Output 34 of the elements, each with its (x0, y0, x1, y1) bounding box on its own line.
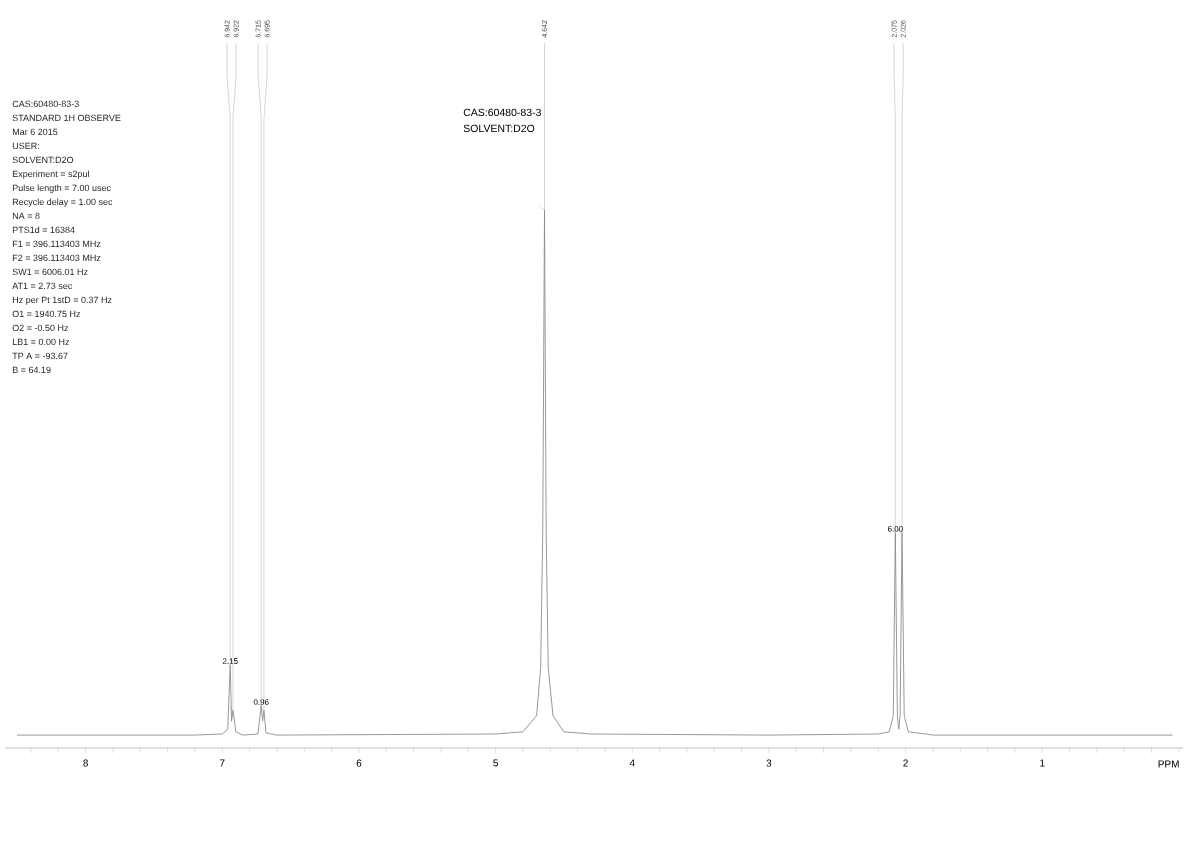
annotation: O1 = 1940.75 Hz (12, 310, 81, 318)
text: Recycle delay = 1.00 sec (12, 198, 113, 207)
annotation: F2 = 396.113403 MHz (12, 254, 101, 262)
annotation: 0.96 (253, 699, 269, 705)
annotation: O2 = -0.50 Hz (12, 324, 69, 332)
text: SOLVENT:D2O (12, 156, 74, 164)
annotation: TP A = -93.67 (12, 352, 68, 360)
x-tick-label: 1 (1040, 759, 1045, 767)
x-tick-label: 3 (766, 759, 772, 767)
annotation: SW1 = 6006.01 Hz (12, 268, 88, 276)
x-tick-label: 5 (493, 759, 498, 767)
annotation: LB1 = 0.00 Hz (12, 338, 70, 346)
annotation: 6.00 (887, 525, 903, 532)
chart-subtitle: SOLVENT:D2O (463, 124, 535, 133)
text: Experiment = s2pul (12, 170, 89, 179)
annotation: NA = 8 (12, 212, 40, 220)
x-axis-title: PPM (1158, 760, 1179, 768)
annotation: Hz per Pt 1stD = 0.37 Hz (12, 296, 112, 305)
x-tick-label: 8 (83, 759, 88, 767)
x-tick-label: 4 (629, 759, 635, 767)
text: Mar 6 2015 (12, 128, 58, 136)
annotation: 2.15 (222, 658, 238, 664)
annotation: PTS1d = 16384 (12, 226, 75, 234)
x-tick-label: 6 (356, 759, 362, 767)
chart-title: CAS:60480-83-3 (463, 108, 541, 117)
annotation: AT1 = 2.73 sec (12, 282, 73, 290)
text: Pulse length = 7.00 usec (12, 184, 111, 193)
text: USER: (12, 142, 39, 150)
annotation: F1 = 396.113403 MHz (12, 240, 101, 248)
x-tick-label: 7 (220, 759, 225, 767)
annotation: B = 64.19 (12, 366, 51, 374)
x-tick-label: 2 (903, 759, 908, 767)
text: CAS:60480-83-3 (12, 100, 79, 108)
text: STANDARD 1H OBSERVE (12, 114, 121, 122)
